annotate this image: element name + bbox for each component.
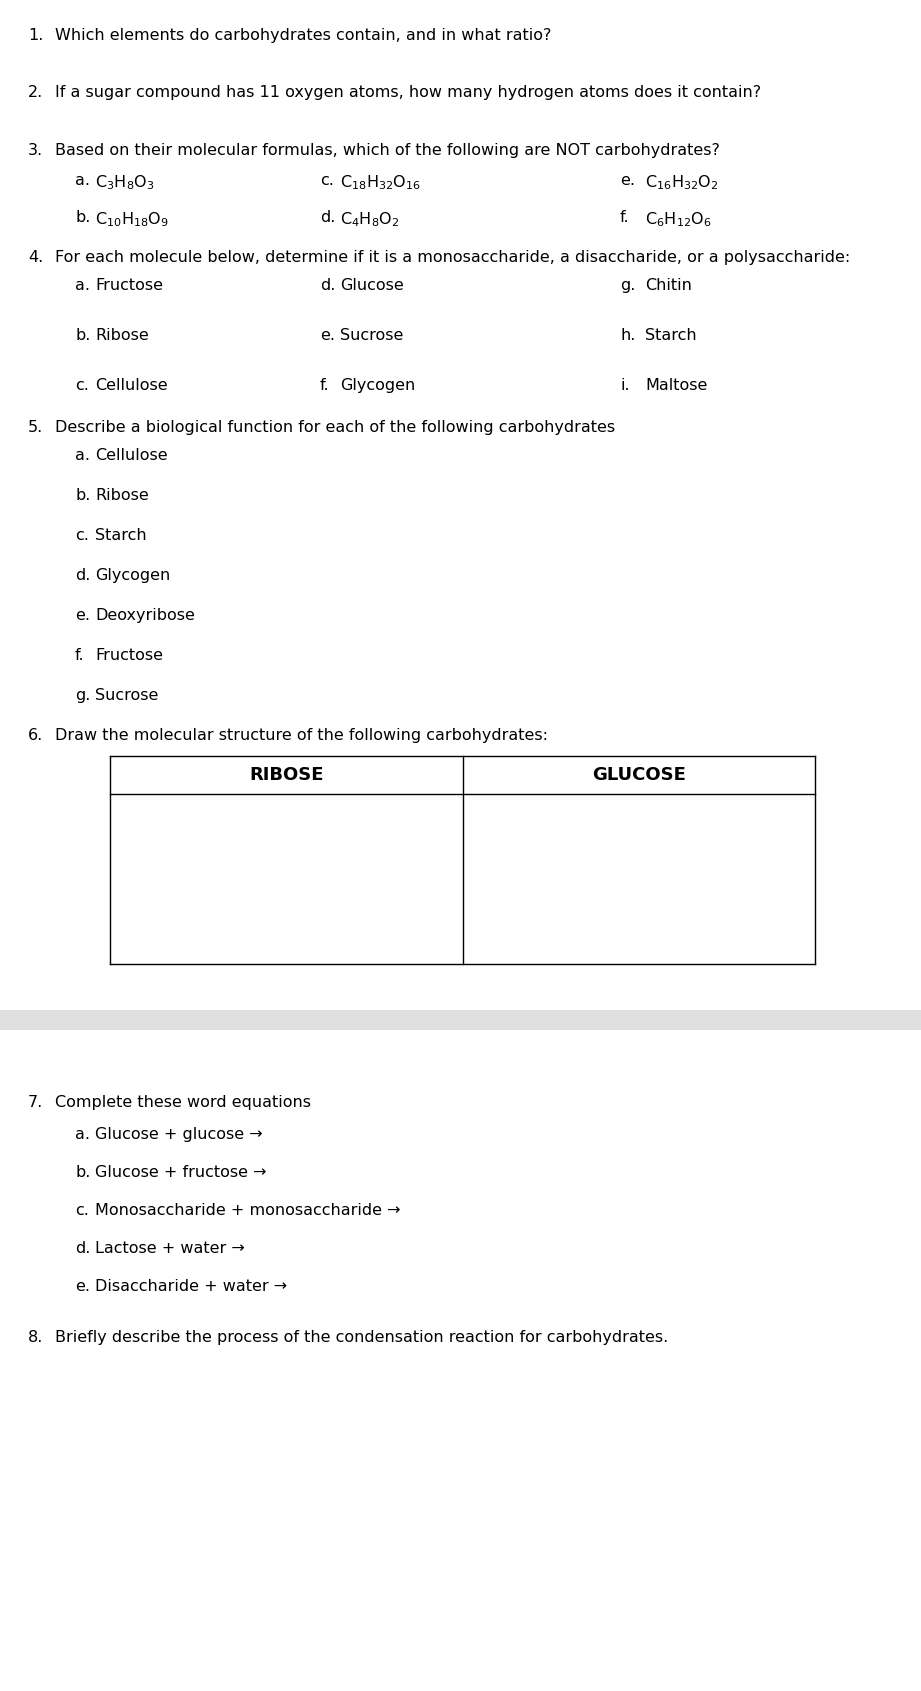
Text: Cellulose: Cellulose (95, 379, 168, 392)
Text: GLUCOSE: GLUCOSE (592, 766, 686, 785)
Text: C$_{18}$H$_{32}$O$_{16}$: C$_{18}$H$_{32}$O$_{16}$ (340, 172, 421, 191)
Text: C$_{10}$H$_{18}$O$_9$: C$_{10}$H$_{18}$O$_9$ (95, 210, 169, 228)
Text: 3.: 3. (28, 144, 43, 157)
Text: Glucose + glucose →: Glucose + glucose → (95, 1126, 262, 1141)
Text: a.: a. (75, 277, 90, 293)
Text: Fructose: Fructose (95, 277, 163, 293)
Text: Glycogen: Glycogen (95, 568, 170, 583)
Text: e.: e. (75, 1278, 90, 1294)
Text: RIBOSE: RIBOSE (249, 766, 323, 785)
Text: Glucose: Glucose (340, 277, 403, 293)
Bar (0, 1010, 921, 1030)
Text: Lactose + water →: Lactose + water → (95, 1241, 245, 1256)
Text: 8.: 8. (28, 1331, 43, 1344)
Text: b.: b. (75, 489, 90, 502)
Text: d.: d. (75, 1241, 90, 1256)
Text: 2.: 2. (28, 85, 43, 100)
Text: C$_3$H$_8$O$_3$: C$_3$H$_8$O$_3$ (95, 172, 155, 191)
Text: c.: c. (75, 528, 88, 543)
Text: h.: h. (620, 328, 635, 343)
Text: C$_{16}$H$_{32}$O$_2$: C$_{16}$H$_{32}$O$_2$ (645, 172, 718, 191)
Text: 1.: 1. (28, 29, 43, 42)
Text: b.: b. (75, 210, 90, 225)
Text: c.: c. (320, 172, 334, 188)
Text: 5.: 5. (28, 419, 43, 435)
Text: 4.: 4. (28, 250, 43, 265)
Text: Fructose: Fructose (95, 648, 163, 663)
Text: Disaccharide + water →: Disaccharide + water → (95, 1278, 287, 1294)
Text: If a sugar compound has 11 oxygen atoms, how many hydrogen atoms does it contain: If a sugar compound has 11 oxygen atoms,… (55, 85, 761, 100)
Text: Starch: Starch (645, 328, 696, 343)
Text: c.: c. (75, 1202, 88, 1218)
Text: a.: a. (75, 1126, 90, 1141)
Text: 6.: 6. (28, 729, 43, 742)
Text: Glucose + fructose →: Glucose + fructose → (95, 1165, 266, 1180)
Text: Chitin: Chitin (645, 277, 692, 293)
Text: Deoxyribose: Deoxyribose (95, 609, 195, 622)
Text: C$_4$H$_8$O$_2$: C$_4$H$_8$O$_2$ (340, 210, 400, 228)
Text: Starch: Starch (95, 528, 146, 543)
Text: e.: e. (620, 172, 635, 188)
Text: g.: g. (75, 688, 90, 703)
Text: 7.: 7. (28, 1096, 43, 1109)
Text: e.: e. (75, 609, 90, 622)
Text: f.: f. (75, 648, 85, 663)
Text: Complete these word equations: Complete these word equations (55, 1096, 311, 1109)
Text: b.: b. (75, 328, 90, 343)
Text: i.: i. (620, 379, 630, 392)
Text: Briefly describe the process of the condensation reaction for carbohydrates.: Briefly describe the process of the cond… (55, 1331, 669, 1344)
Text: Maltose: Maltose (645, 379, 707, 392)
Text: Glycogen: Glycogen (340, 379, 415, 392)
Text: Monosaccharide + monosaccharide →: Monosaccharide + monosaccharide → (95, 1202, 401, 1218)
Text: Cellulose: Cellulose (95, 448, 168, 463)
Text: g.: g. (620, 277, 635, 293)
Text: d.: d. (75, 568, 90, 583)
Text: a.: a. (75, 448, 90, 463)
Text: Which elements do carbohydrates contain, and in what ratio?: Which elements do carbohydrates contain,… (55, 29, 552, 42)
Text: f.: f. (620, 210, 630, 225)
Text: d.: d. (320, 210, 335, 225)
Text: d.: d. (320, 277, 335, 293)
Text: Based on their molecular formulas, which of the following are NOT carbohydrates?: Based on their molecular formulas, which… (55, 144, 720, 157)
Text: Ribose: Ribose (95, 328, 149, 343)
Text: Sucrose: Sucrose (95, 688, 158, 703)
Text: Draw the molecular structure of the following carbohydrates:: Draw the molecular structure of the foll… (55, 729, 548, 742)
Text: e.: e. (320, 328, 335, 343)
Text: c.: c. (75, 379, 88, 392)
Text: Ribose: Ribose (95, 489, 149, 502)
Text: C$_6$H$_{12}$O$_6$: C$_6$H$_{12}$O$_6$ (645, 210, 712, 228)
Text: Describe a biological function for each of the following carbohydrates: Describe a biological function for each … (55, 419, 615, 435)
Text: For each molecule below, determine if it is a monosaccharide, a disaccharide, or: For each molecule below, determine if it… (55, 250, 850, 265)
Text: b.: b. (75, 1165, 90, 1180)
Text: a.: a. (75, 172, 90, 188)
Text: f.: f. (320, 379, 330, 392)
Text: Sucrose: Sucrose (340, 328, 403, 343)
